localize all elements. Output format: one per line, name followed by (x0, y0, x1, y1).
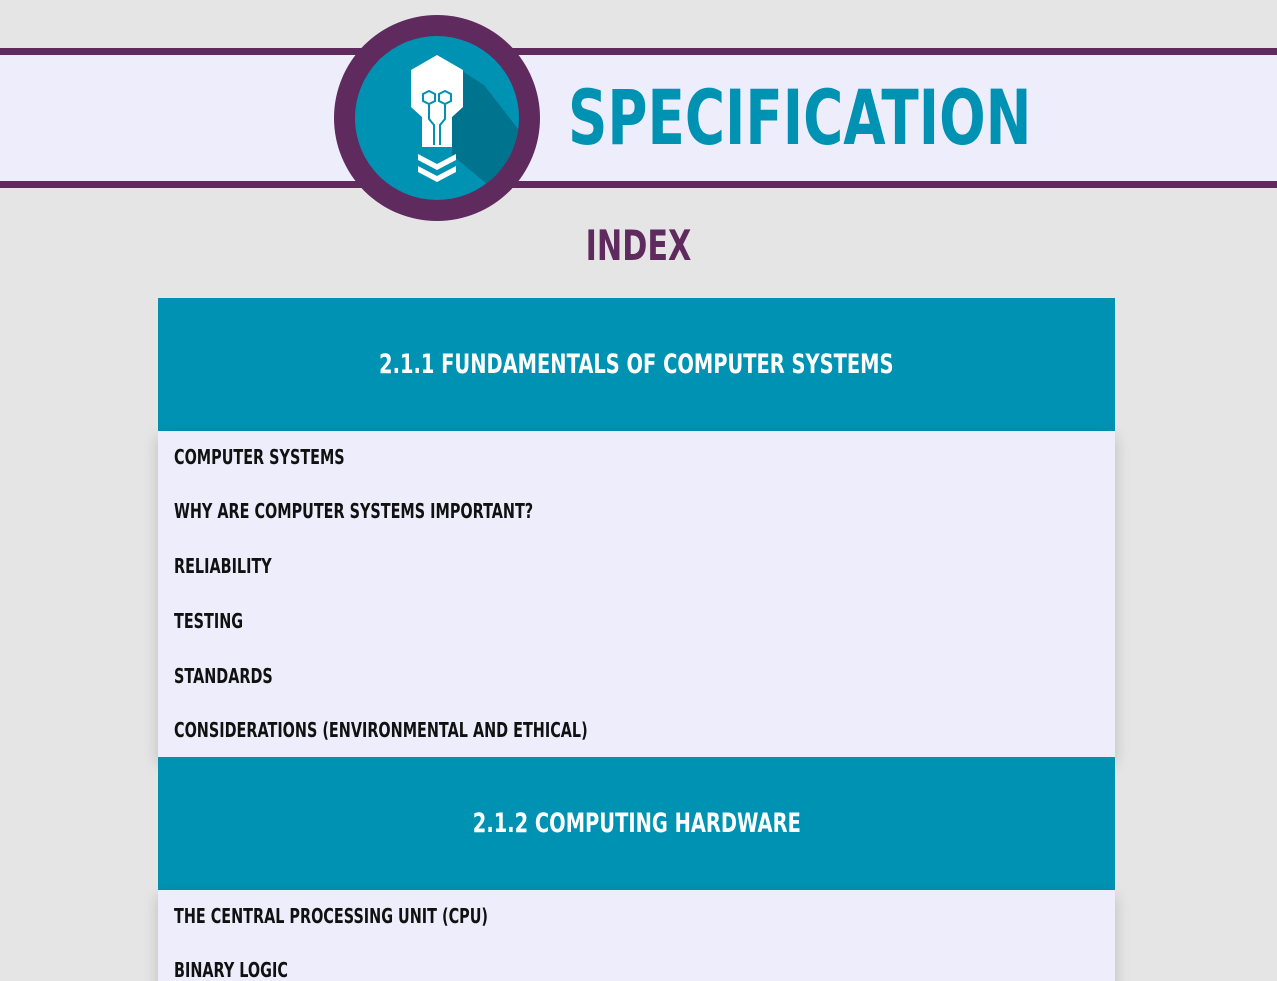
topic-label: THE CENTRAL PROCESSING UNIT (CPU) (174, 904, 488, 928)
index-heading: INDEX (585, 221, 692, 270)
topic-link-binary-logic[interactable]: BINARY LOGIC (174, 942, 1115, 981)
site-logo[interactable] (334, 15, 540, 221)
topic-link-cpu[interactable]: THE CENTRAL PROCESSING UNIT (CPU) (174, 890, 1115, 942)
section-title: 2.1.1 FUNDAMENTALS OF COMPUTER SYSTEMS (379, 349, 894, 380)
topic-label: STANDARDS (174, 663, 273, 688)
section-title: 2.1.2 COMPUTING HARDWARE (472, 808, 801, 839)
topic-link-considerations[interactable]: CONSIDERATIONS (ENVIRONMENTAL AND ETHICA… (174, 703, 1115, 757)
topic-link-testing[interactable]: TESTING (174, 593, 1115, 648)
topic-link-computer-systems[interactable]: COMPUTER SYSTEMS (174, 431, 1115, 483)
topic-list: COMPUTER SYSTEMS WHY ARE COMPUTER SYSTEM… (158, 431, 1115, 757)
topic-label: BINARY LOGIC (174, 957, 288, 981)
topic-label: RELIABILITY (174, 553, 272, 578)
topic-link-reliability[interactable]: RELIABILITY (174, 538, 1115, 593)
topic-link-why-important[interactable]: WHY ARE COMPUTER SYSTEMS IMPORTANT? (174, 483, 1115, 538)
topic-label: COMPUTER SYSTEMS (174, 445, 345, 469)
section-header[interactable]: 2.1.1 FUNDAMENTALS OF COMPUTER SYSTEMS (158, 298, 1115, 431)
topic-list: THE CENTRAL PROCESSING UNIT (CPU) BINARY… (158, 890, 1115, 981)
topic-label: CONSIDERATIONS (ENVIRONMENTAL AND ETHICA… (174, 718, 588, 742)
topic-link-standards[interactable]: STANDARDS (174, 648, 1115, 703)
topic-label: TESTING (174, 608, 244, 633)
section-fundamentals: 2.1.1 FUNDAMENTALS OF COMPUTER SYSTEMS C… (158, 298, 1115, 757)
header-band (0, 48, 1277, 188)
site-title: SPECIFICATION (568, 73, 1032, 162)
lightbulb-robot-icon (411, 55, 463, 182)
section-hardware: 2.1.2 COMPUTING HARDWARE THE CENTRAL PRO… (158, 757, 1115, 981)
index-content: 2.1.1 FUNDAMENTALS OF COMPUTER SYSTEMS C… (158, 298, 1115, 981)
logo-long-shadow (437, 55, 519, 200)
topic-label: WHY ARE COMPUTER SYSTEMS IMPORTANT? (174, 498, 534, 523)
section-header[interactable]: 2.1.2 COMPUTING HARDWARE (158, 757, 1115, 890)
